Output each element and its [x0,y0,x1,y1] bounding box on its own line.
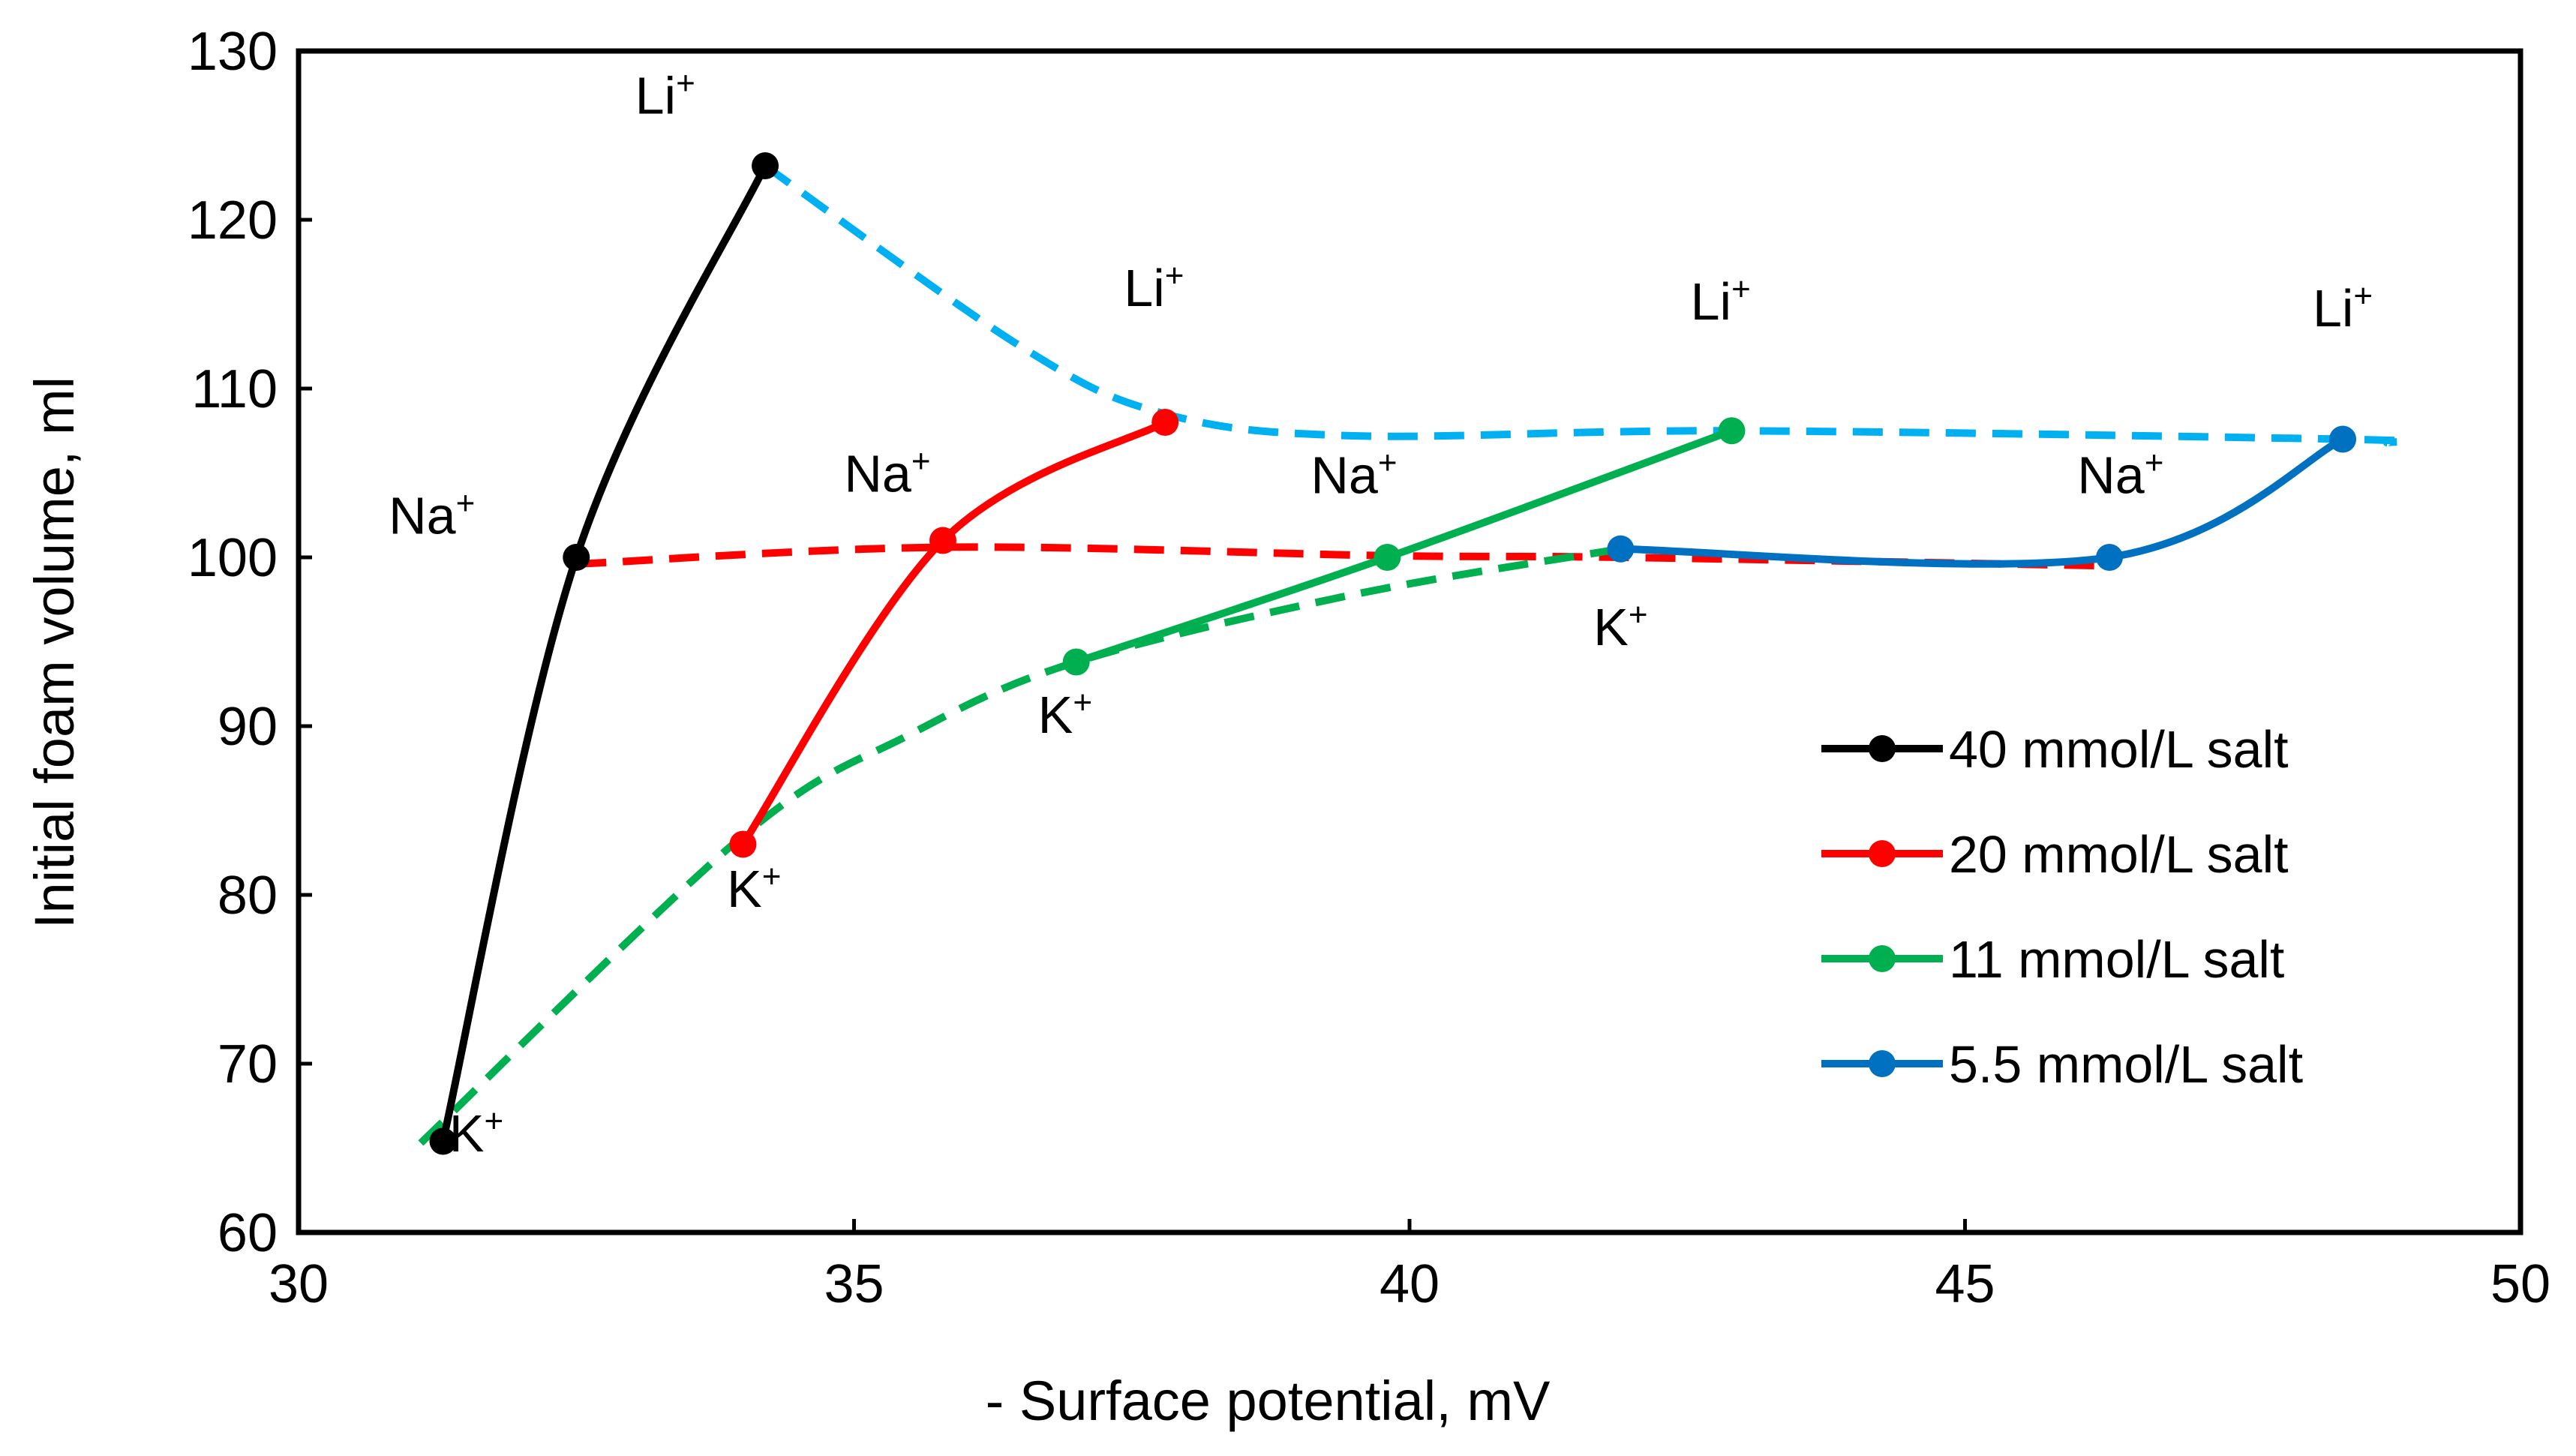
legend-item: 5.5 mmol/L salt [1821,1035,2303,1094]
trend-line-k [418,545,1622,1146]
ion-label-na: Na+ [844,443,930,503]
data-point-na [2096,544,2124,571]
data-point-li [1151,409,1179,436]
series-lines-layer [439,164,2345,1142]
legend-label: 20 mmol/L salt [1949,825,2289,884]
legend-item: 11 mmol/L salt [1821,930,2284,989]
x-tick-label: 50 [2490,1254,2550,1314]
legend-label: 40 mmol/L salt [1949,720,2289,779]
y-tick-label: 120 [188,191,278,251]
y-tick-label: 130 [188,22,278,82]
axis-ticks-layer: 30 35 40 45 50 60 70 80 90 100 110 120 130 [188,22,2550,1314]
data-point-k [1607,535,1635,563]
x-tick-label: 30 [269,1254,329,1314]
legend-marker [1869,735,1896,762]
series-line-3 [1620,436,2345,568]
ion-label-k: K+ [1593,596,1647,656]
legend-marker [1869,1050,1896,1077]
trend-line-li [763,162,2408,446]
legend: 40 mmol/L salt 20 mmol/L salt 11 mmol/L sa… [1821,720,2303,1094]
y-tick-label: 100 [188,528,278,588]
y-tick-label: 60 [218,1203,278,1263]
data-point-na [929,527,956,554]
x-tick-label: 45 [1935,1254,1995,1314]
ion-label-k: K+ [727,858,781,918]
ion-label-k: K+ [449,1103,503,1163]
y-tick-label: 70 [218,1034,278,1094]
y-tick-label: 90 [218,697,278,757]
ion-label-na: Na+ [389,485,475,545]
series-line-1 [740,419,1167,847]
legend-marker [1869,840,1896,867]
ion-label-li: Li+ [2313,278,2373,338]
series-line-0 [439,164,769,1142]
data-point-k [729,830,757,858]
trend-line-na [576,543,2110,570]
data-point-li [752,152,779,179]
y-axis-label: Initial foam volume, ml [23,377,86,929]
x-axis-label: - Surface potential, mV [986,1370,1551,1432]
x-tick-label: 40 [1380,1254,1440,1314]
x-tick-label: 35 [824,1254,884,1314]
annotations-layer: Li+ Li+ Li+ Li+ Na+ Na+ Na+ Na+ K+ K+ K+ K+ [389,65,2373,1163]
data-point-na [1374,544,1401,571]
legend-label: 5.5 mmol/L salt [1949,1035,2303,1094]
ion-label-li: Li+ [635,65,695,125]
legend-label: 11 mmol/L salt [1949,930,2284,989]
legend-item: 20 mmol/L salt [1821,825,2289,884]
data-point-li [2329,425,2357,453]
y-tick-label: 80 [218,866,278,926]
ion-label-k: K+ [1038,684,1092,744]
data-point-na [563,544,590,571]
y-tick-label: 110 [191,359,278,419]
markers-layer [429,152,2357,1155]
data-point-li [1718,417,1746,445]
ion-label-li: Li+ [1691,271,1751,331]
ion-label-na: Na+ [1311,445,1397,505]
legend-marker [1869,945,1896,972]
plot-area-frame [296,48,2523,1235]
data-point-k [429,1127,457,1155]
data-point-k [1062,648,1090,676]
trend-lines-layer [418,162,2408,1146]
ion-label-li: Li+ [1124,257,1184,317]
legend-item: 40 mmol/L salt [1821,720,2289,779]
ion-label-na: Na+ [2077,445,2163,505]
